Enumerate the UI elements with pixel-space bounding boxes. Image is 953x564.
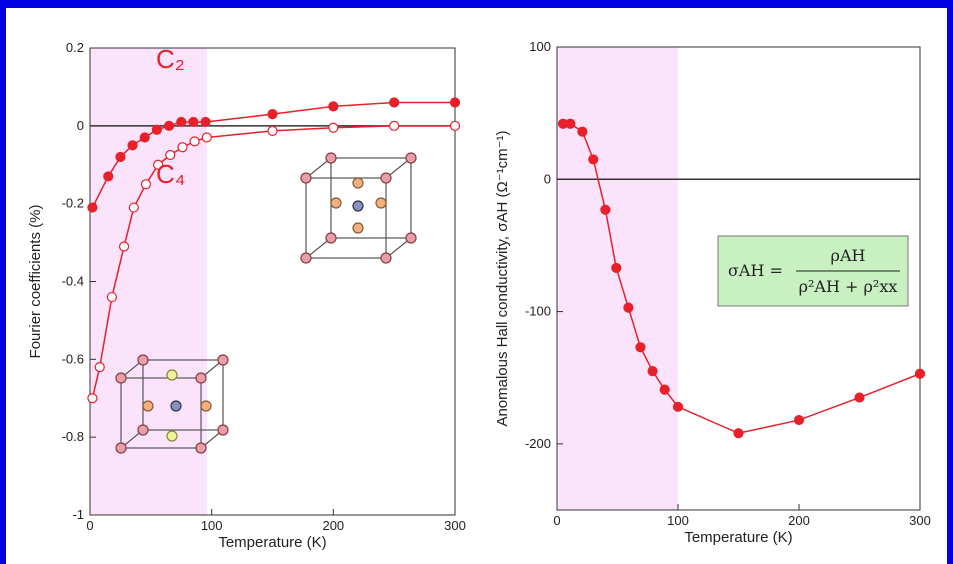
data-point	[189, 117, 198, 126]
x-tick-label: 200	[322, 518, 344, 533]
y-axis-label: Fourier coefficients (%)	[27, 205, 44, 359]
data-point	[916, 369, 925, 378]
formula-numerator: ρAH	[831, 246, 866, 265]
y-tick-label: 0.2	[66, 40, 84, 55]
data-point	[129, 203, 138, 212]
data-point	[104, 172, 113, 181]
x-tick-label: 300	[909, 513, 931, 528]
data-point	[107, 293, 116, 302]
data-point	[88, 203, 97, 212]
data-point	[95, 363, 104, 372]
data-point	[451, 98, 460, 107]
y-tick-label: -0.6	[62, 351, 84, 366]
y-tick-label: -0.2	[62, 196, 84, 211]
data-point	[201, 117, 210, 126]
x-axis-label: Temperature (K)	[684, 529, 792, 546]
y-tick-label: 100	[529, 39, 551, 54]
data-point	[178, 143, 187, 152]
data-point	[674, 402, 683, 411]
data-point	[578, 127, 587, 136]
data-point	[612, 263, 621, 272]
data-point	[390, 121, 399, 130]
data-point	[636, 343, 645, 352]
series-label: C₄	[156, 159, 185, 189]
data-point	[116, 152, 125, 161]
y-tick-label: -200	[525, 436, 551, 451]
data-point	[390, 98, 399, 107]
data-point	[795, 416, 804, 425]
data-point	[855, 393, 864, 402]
data-point	[660, 385, 669, 394]
highlight-region	[90, 48, 207, 515]
x-tick-label: 300	[444, 518, 466, 533]
figure: 0.20-0.2-0.4-0.6-0.8-10100200300Temperat…	[0, 0, 953, 564]
x-axis-label: Temperature (K)	[218, 534, 326, 551]
data-point	[141, 180, 150, 189]
data-point	[88, 394, 97, 403]
data-point	[624, 303, 633, 312]
x-tick-label: 0	[86, 518, 93, 533]
data-point	[566, 119, 575, 128]
data-point	[152, 125, 161, 134]
data-point	[648, 367, 657, 376]
x-tick-label: 200	[788, 513, 810, 528]
x-tick-label: 100	[201, 518, 223, 533]
highlight-region	[557, 47, 678, 510]
data-point	[734, 429, 743, 438]
data-point	[329, 102, 338, 111]
data-point	[268, 110, 277, 119]
data-point	[190, 137, 199, 146]
x-tick-label: 0	[553, 513, 560, 528]
data-point	[601, 205, 610, 214]
y-tick-label: -0.4	[62, 274, 84, 289]
y-tick-label: 0	[544, 171, 551, 186]
data-point	[140, 133, 149, 142]
y-tick-label: -1	[72, 507, 84, 522]
data-point	[202, 133, 211, 142]
series-label: C₂	[156, 44, 185, 74]
y-tick-label: -0.8	[62, 429, 84, 444]
data-point	[165, 121, 174, 130]
data-point	[177, 117, 186, 126]
data-point	[451, 121, 460, 130]
y-tick-label: 0	[77, 118, 84, 133]
data-point	[329, 123, 338, 132]
formula-lhs: σAH =	[728, 261, 783, 280]
y-tick-label: -100	[525, 304, 551, 319]
x-tick-label: 100	[667, 513, 689, 528]
data-point	[120, 242, 129, 251]
y-axis-label: Anomalous Hall conductivity, σAH (Ω⁻¹cm⁻…	[494, 130, 511, 426]
data-point	[268, 126, 277, 135]
formula-denominator: ρ²AH + ρ²xx	[799, 277, 898, 296]
data-point	[128, 141, 137, 150]
data-point	[589, 155, 598, 164]
